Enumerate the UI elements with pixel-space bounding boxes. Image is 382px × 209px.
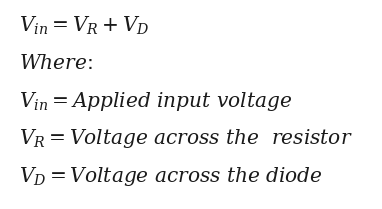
Text: $\mathit{Where}$:: $\mathit{Where}$: — [19, 54, 93, 73]
Text: $\mathit{V_D = Voltage\ across\ the\ diode}$: $\mathit{V_D = Voltage\ across\ the\ dio… — [19, 165, 323, 188]
Text: $\mathit{V_{in} = V_R + V_D}$: $\mathit{V_{in} = V_R + V_D}$ — [19, 15, 150, 37]
Text: $\mathit{V_{in} = Applied\ input\ voltage}$: $\mathit{V_{in} = Applied\ input\ voltag… — [19, 90, 292, 113]
Text: $\mathit{V_R = Voltage\ across\ the\ \ resistor}$: $\mathit{V_R = Voltage\ across\ the\ \ r… — [19, 127, 353, 150]
